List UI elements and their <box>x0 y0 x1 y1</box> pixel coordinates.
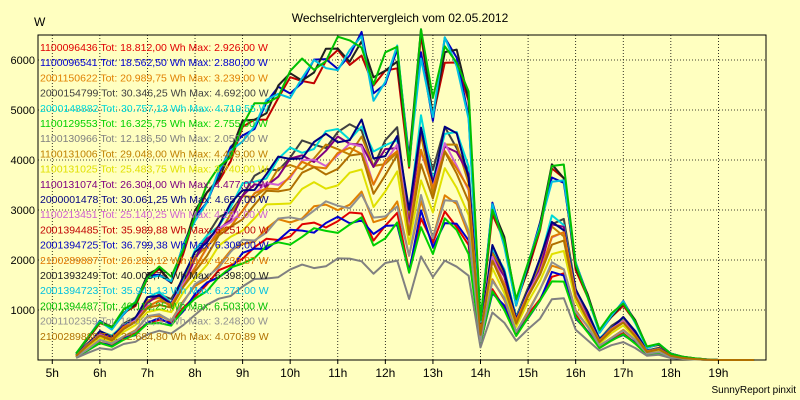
legend-entry-2001102359: 2001102359 Tot: 19.086,00 Wh Max: 3.248,… <box>40 316 268 328</box>
x-tick-label: 12h <box>375 366 395 380</box>
legend: 1100096436 Tot: 18.812,00 Wh Max: 2.926,… <box>40 42 269 343</box>
x-tick-label: 6h <box>93 366 106 380</box>
series-line-1100129553 <box>75 216 755 361</box>
x-tick-label: 8h <box>188 366 201 380</box>
x-tick-label: 17h <box>613 366 633 380</box>
y-tick-label: 2000 <box>11 255 35 267</box>
legend-entry-2100289888: 2100289888 Tot: 22.684,80 Wh Max: 4.070,… <box>40 331 269 343</box>
legend-entry-1100096436: 1100096436 Tot: 18.812,00 Wh Max: 2.926,… <box>40 42 268 54</box>
x-tick-label: 10h <box>280 366 300 380</box>
y-tick-label: 6000 <box>11 55 35 67</box>
x-tick-label: 9h <box>236 366 249 380</box>
legend-entry-2001394487: 2001394487 Tot: 40.112,25 Wh Max: 6.503,… <box>40 300 268 312</box>
legend-entry-1100096541: 1100096541 Tot: 18.562,50 Wh Max: 2.880,… <box>40 57 268 69</box>
legend-entry-2001394485: 2001394485 Tot: 35.989,88 Wh Max: 6.251,… <box>40 224 269 236</box>
legend-entry-1100131074: 1100131074 Tot: 26.304,00 Wh Max: 4.477,… <box>40 179 268 191</box>
legend-entry-2000001478: 2000001478 Tot: 30.061,25 Wh Max: 4.657,… <box>40 194 269 206</box>
y-tick-label: 4000 <box>11 155 35 167</box>
legend-entry-2001394725: 2001394725 Tot: 36.799,38 Wh Max: 6.309,… <box>40 240 269 252</box>
series-line-2100289888 <box>75 150 755 361</box>
legend-entry-1100131025: 1100131025 Tot: 25.483,75 Wh Max: 3.740,… <box>40 164 268 176</box>
legend-entry-1100130966: 1100130966 Tot: 12.186,50 Wh Max: 2.050,… <box>40 133 268 145</box>
footer-credit: SunnyReport pinxit <box>712 385 797 396</box>
x-tick-label: 5h <box>46 366 59 380</box>
legend-entry-2001150622: 2001150622 Tot: 20.989,75 Wh Max: 3.239,… <box>40 72 268 84</box>
y-tick-label: 5000 <box>11 105 35 117</box>
legend-entry-1100131006: 1100131006 Tot: 29.048,00 Wh Max: 4.409,… <box>40 148 268 160</box>
x-axis: 5h 6h 7h 8h 9h 10h 11h 12h 13h 14h 15h 16h 17h 18h 19h <box>46 360 728 380</box>
chart-title: Wechselrichtervergleich vom 02.05.2012 <box>292 11 509 25</box>
legend-entry-1100129553: 1100129553 Tot: 16.325,75 Wh Max: 2.755,… <box>40 118 268 130</box>
legend-entry-2001394723: 2001394723 Tot: 35.941,13 Wh Max: 6.271,… <box>40 285 269 297</box>
legend-entry-2000148882: 2000148882 Tot: 30.757,13 Wh Max: 4.719,… <box>40 103 269 115</box>
legend-entry-1100213451: 1100213451 Tot: 25.140,25 Wh Max: 4.291,… <box>40 209 268 221</box>
x-tick-label: 13h <box>423 366 443 380</box>
series-line-1100130966 <box>75 255 755 361</box>
x-tick-label: 18h <box>661 366 681 380</box>
x-tick-label: 15h <box>518 366 538 380</box>
x-tick-label: 16h <box>566 366 586 380</box>
legend-entry-2000154799: 2000154799 Tot: 30.346,25 Wh Max: 4.692,… <box>40 88 269 100</box>
legend-entry-2001393249: 2001393249 Tot: 40.005,75 Wh Max: 6.398,… <box>40 270 269 282</box>
x-tick-label: 7h <box>141 366 154 380</box>
y-tick-label: 1000 <box>11 305 35 317</box>
y-tick-label: 3000 <box>11 205 35 217</box>
series-line-2000001478 <box>75 118 755 361</box>
series-lines <box>75 28 755 361</box>
y-axis: 1000 2000 3000 4000 5000 6000 <box>11 55 35 317</box>
series-line-2001102359 <box>75 193 755 361</box>
plot-area <box>37 34 767 361</box>
series-line-2001394487 <box>75 28 755 361</box>
x-tick-label: 14h <box>470 366 490 380</box>
x-tick-label: 11h <box>328 366 347 380</box>
x-tick-label: 19h <box>708 366 728 380</box>
y-axis-label: W <box>34 15 46 29</box>
legend-entry-2100289887: 2100289887 Tot: 26.283,12 Wh Max: 4.236,… <box>40 255 269 267</box>
